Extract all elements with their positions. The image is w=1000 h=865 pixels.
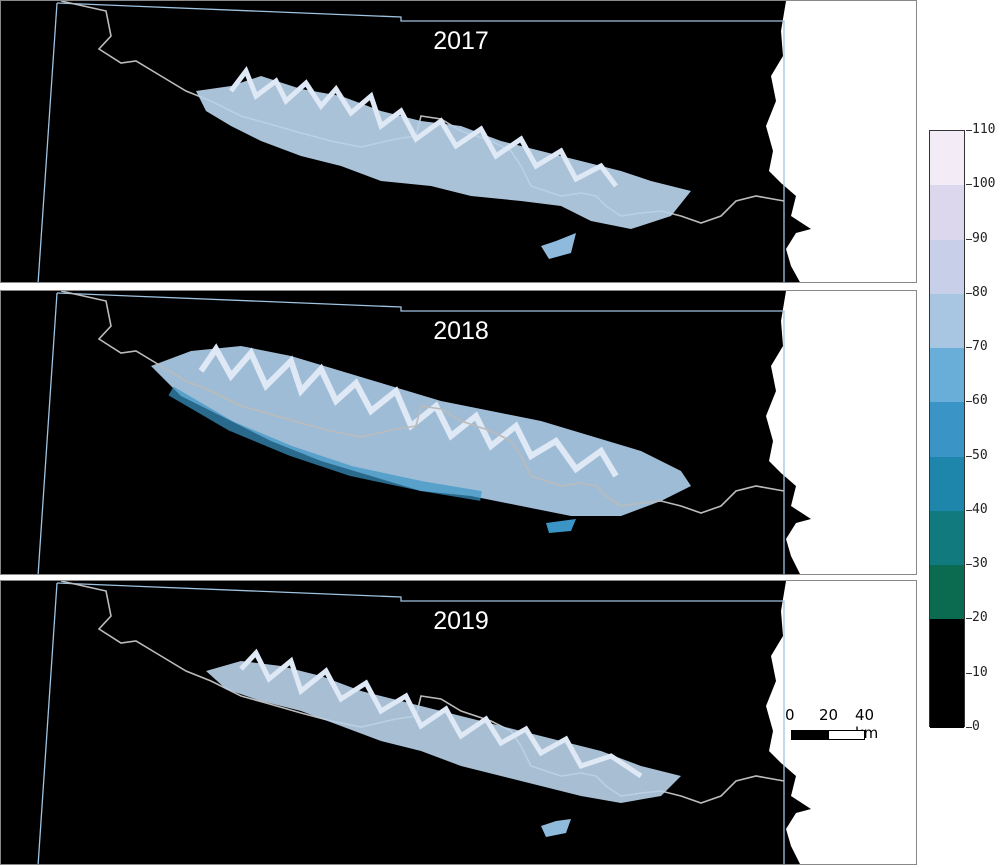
colorbar-tick bbox=[966, 292, 972, 294]
snow-ridges-2017 bbox=[229, 65, 618, 188]
colorbar-tick-label: 50 bbox=[972, 447, 988, 463]
colorbar-segment-70-80 bbox=[930, 293, 964, 349]
colorbar-tick bbox=[966, 401, 972, 403]
colorbar-tick-label: 40 bbox=[972, 501, 988, 517]
colorbar-segment-60-70 bbox=[930, 348, 964, 403]
border-line bbox=[60, 291, 785, 514]
colorbar-tick-label: 0 bbox=[972, 719, 980, 734]
map-2018 bbox=[1, 291, 916, 574]
colorbar-tick bbox=[966, 238, 972, 240]
colorbar-tick bbox=[966, 130, 972, 131]
snow-cover-2019 bbox=[206, 661, 681, 803]
map-panel-2018: 2018 bbox=[0, 290, 917, 575]
colorbar-tick-label: 30 bbox=[972, 556, 988, 572]
snow-ridges-2019 bbox=[239, 648, 643, 779]
snow-cover-2017 bbox=[196, 76, 691, 229]
colorbar-segment-90-100 bbox=[930, 185, 964, 240]
snow-patch-2019 bbox=[541, 819, 571, 837]
colorbar-segment-50-60 bbox=[930, 402, 964, 457]
scale-bar: 0 20 40 km bbox=[785, 706, 895, 746]
year-label: 2019 bbox=[433, 607, 489, 635]
land-outside-region bbox=[766, 291, 916, 574]
colorbar-tick bbox=[966, 727, 972, 728]
map-2017 bbox=[1, 1, 916, 282]
land-outside-region bbox=[766, 1, 916, 282]
snow-ridges-2018 bbox=[198, 343, 619, 478]
colorbar-segment-30-40 bbox=[930, 510, 964, 566]
colorbar-tick bbox=[966, 509, 972, 511]
scale-segment-white bbox=[828, 730, 865, 740]
colorbar-tick-label: 100 bbox=[972, 176, 996, 192]
colorbar-tick bbox=[966, 184, 972, 186]
scale-segment-black bbox=[791, 730, 828, 740]
region-outline bbox=[56, 2, 785, 282]
colorbar-tick-label: 80 bbox=[972, 284, 988, 300]
colorbar-tick bbox=[966, 347, 972, 349]
scale-label-20: 20 bbox=[819, 706, 839, 724]
colorbar-tick-label: 110 bbox=[972, 122, 996, 137]
colorbar bbox=[929, 130, 965, 728]
colorbar-tick-label: 70 bbox=[972, 339, 988, 355]
region-outline-west bbox=[37, 2, 58, 282]
map-panel-2019: 2019 bbox=[0, 580, 917, 865]
colorbar-tick bbox=[966, 564, 972, 566]
colorbar-segment-80-90 bbox=[930, 239, 964, 294]
colorbar-tick bbox=[966, 618, 972, 620]
region-outline-west bbox=[37, 582, 58, 864]
colorbar-segment-20-30 bbox=[930, 565, 964, 620]
region-outline bbox=[56, 582, 785, 864]
colorbar-segment-0-20 bbox=[930, 619, 964, 728]
region-outline bbox=[56, 292, 785, 574]
colorbar-tick-label: 90 bbox=[972, 230, 988, 246]
map-2019 bbox=[1, 581, 916, 864]
region-outline-west bbox=[37, 292, 58, 574]
year-label: 2018 bbox=[433, 317, 489, 345]
colorbar-segment-40-50 bbox=[930, 456, 964, 511]
map-panel-2017: 2017 bbox=[0, 0, 917, 283]
land-outside-region bbox=[766, 581, 916, 864]
snow-edge-2018 bbox=[168, 386, 482, 501]
colorbar-tick-label: 60 bbox=[972, 393, 988, 409]
colorbar-segment-100-110 bbox=[930, 131, 964, 186]
colorbar-tick bbox=[966, 672, 972, 674]
snow-patch-2018 bbox=[546, 519, 576, 533]
snow-patch-2017 bbox=[541, 233, 576, 259]
scale-label-0: 0 bbox=[785, 706, 795, 724]
snow-cover-2018 bbox=[151, 346, 691, 516]
colorbar-tick bbox=[966, 455, 972, 457]
colorbar-tick-label: 20 bbox=[972, 610, 988, 626]
colorbar-tick-label: 10 bbox=[972, 664, 988, 680]
year-label: 2017 bbox=[433, 27, 489, 55]
